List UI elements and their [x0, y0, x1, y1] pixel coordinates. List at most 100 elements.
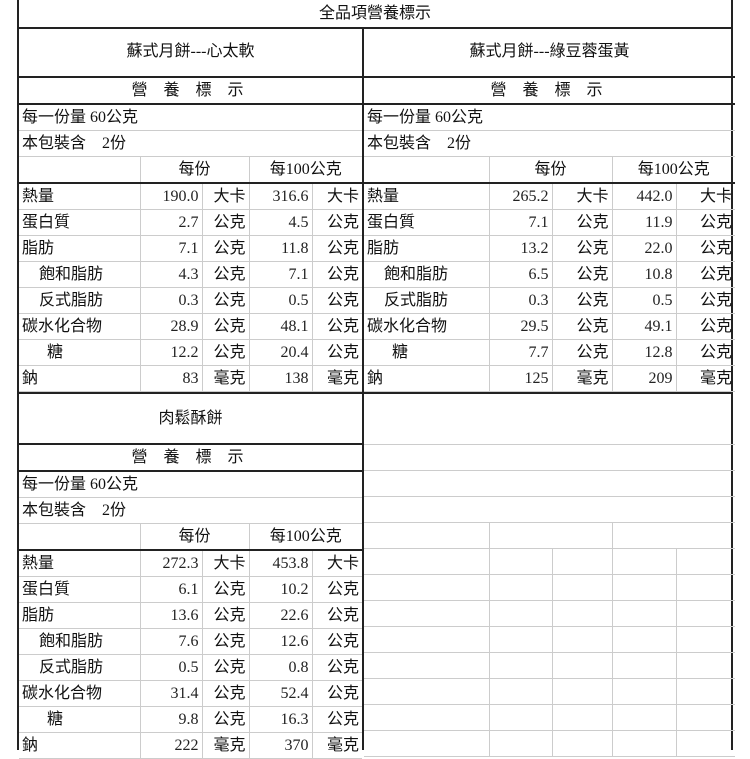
empty-cell: [364, 548, 489, 575]
nutrient-label: 反式脂肪: [364, 287, 489, 314]
value-per-100g: 7.1: [248, 261, 312, 288]
empty-cell: [551, 730, 612, 757]
nutrient-label: 糖: [19, 339, 140, 366]
value-per-serving: 2.7: [139, 209, 202, 236]
value-per-100g: 11.8: [248, 235, 312, 262]
product-name: 肉鬆酥餅: [19, 394, 363, 445]
empty-cell: [364, 470, 736, 497]
unit-per-100g: 大卡: [675, 183, 736, 210]
serving-size: 每一份量 60公克: [364, 104, 736, 131]
value-per-100g: 10.2: [248, 576, 312, 603]
nutrient-label: 熱量: [19, 550, 140, 577]
unit-per-100g: 公克: [311, 339, 363, 366]
unit-per-100g: 公克: [311, 602, 363, 629]
value-per-100g: 12.8: [611, 339, 676, 366]
empty-cell: [488, 548, 552, 575]
empty-cell: [611, 548, 676, 575]
nutrient-row: 糖 12.2 公克 20.4 公克: [19, 339, 363, 366]
unit-per-100g: 公克: [311, 680, 363, 707]
empty-cell: [488, 678, 552, 705]
empty-cell: [611, 678, 676, 705]
empty-cell: [364, 600, 489, 627]
empty-cell: [364, 730, 489, 757]
unit-per-100g: 公克: [311, 209, 363, 236]
unit-per-serving: 公克: [201, 261, 249, 288]
empty-cell: [551, 652, 612, 679]
unit-per-serving: 毫克: [551, 365, 612, 392]
empty-cell: [488, 704, 552, 731]
empty-cell: [611, 522, 736, 549]
value-per-100g: 52.4: [248, 680, 312, 707]
value-per-serving: 0.5: [139, 654, 202, 681]
value-per-100g: 370: [248, 732, 312, 759]
value-per-serving: 4.3: [139, 261, 202, 288]
unit-per-100g: 公克: [675, 235, 736, 262]
unit-per-serving: 公克: [201, 235, 249, 262]
unit-per-serving: 毫克: [201, 365, 249, 392]
panel-xintairuan: 蘇式月餅---心太軟營 養 標 示每一份量 60公克 本包裝含 2份 每份 每100公…: [19, 27, 363, 392]
value-per-serving: 13.6: [139, 602, 202, 629]
nutrient-label: 脂肪: [19, 602, 140, 629]
nutrient-row: 脂肪 7.1 公克 11.8 公克: [19, 235, 363, 262]
nutrient-label: 碳水化合物: [19, 313, 140, 340]
sheet-title: 全品項營養標示: [19, 0, 731, 29]
unit-per-100g: 毫克: [311, 365, 363, 392]
unit-per-serving: 公克: [201, 654, 249, 681]
empty-cell: [364, 522, 489, 549]
value-per-100g: 0.5: [611, 287, 676, 314]
servings-per-package: 本包裝含 2份: [19, 130, 363, 157]
empty-cell: [551, 626, 612, 653]
value-per-100g: 22.0: [611, 235, 676, 262]
unit-per-serving: 公克: [201, 680, 249, 707]
value-per-serving: 9.8: [139, 706, 202, 733]
nutrient-label: 鈉: [19, 365, 140, 392]
panel-pork-floss-pastry: 肉鬆酥餅營 養 標 示每一份量 60公克 本包裝含 2份 每份 每100公克 熱量 272…: [19, 392, 363, 759]
value-per-serving: 7.1: [139, 235, 202, 262]
empty-cell: [675, 730, 736, 757]
nutrition-sheet: 全品項營養標示 蘇式月餅---心太軟營 養 標 示每一份量 60公克 本包裝含 2…: [17, 0, 736, 759]
unit-per-100g: 公克: [311, 706, 363, 733]
value-per-100g: 22.6: [248, 602, 312, 629]
value-per-serving: 83: [139, 365, 202, 392]
value-per-serving: 0.3: [139, 287, 202, 314]
empty-cell: [551, 548, 612, 575]
nutrient-row: 飽和脂肪 6.5 公克 10.8 公克: [364, 261, 736, 288]
nutrient-row: 熱量 190.0 大卡 316.6 大卡: [19, 183, 363, 210]
empty-cell: [675, 704, 736, 731]
value-per-serving: 7.7: [488, 339, 552, 366]
serving-size: 每一份量 60公克: [19, 104, 363, 131]
header-blank: [19, 523, 140, 551]
nutrient-label: 飽和脂肪: [364, 261, 489, 288]
empty-cell: [364, 652, 489, 679]
empty-cell: [364, 444, 736, 471]
unit-per-100g: 公克: [311, 628, 363, 655]
value-per-100g: 20.4: [248, 339, 312, 366]
value-per-serving: 0.3: [488, 287, 552, 314]
value-per-100g: 12.6: [248, 628, 312, 655]
unit-per-serving: 毫克: [201, 732, 249, 759]
unit-per-100g: 公克: [311, 313, 363, 340]
value-per-100g: 48.1: [248, 313, 312, 340]
value-per-serving: 222: [139, 732, 202, 759]
nutrient-row: 反式脂肪 0.3 公克 0.5 公克: [19, 287, 363, 314]
nutrient-label: 反式脂肪: [19, 654, 140, 681]
unit-per-100g: 公克: [311, 235, 363, 262]
unit-per-serving: 公克: [551, 313, 612, 340]
value-per-100g: 0.5: [248, 287, 312, 314]
empty-cell: [364, 496, 736, 523]
servings-per-package: 本包裝含 2份: [19, 497, 363, 524]
unit-per-serving: 公克: [551, 209, 612, 236]
nutrition-heading: 營 養 標 示: [364, 77, 736, 105]
unit-per-serving: 公克: [201, 628, 249, 655]
empty-cell: [364, 678, 489, 705]
value-per-100g: 453.8: [248, 550, 312, 577]
empty-cell: [488, 600, 552, 627]
value-per-100g: 0.8: [248, 654, 312, 681]
nutrient-label: 反式脂肪: [19, 287, 140, 314]
nutrient-label: 熱量: [364, 183, 489, 210]
nutrient-label: 糖: [19, 706, 140, 733]
nutrition-heading: 營 養 標 示: [19, 444, 363, 472]
nutrition-table: 蘇式月餅---綠豆蓉蛋黃營 養 標 示每一份量 60公克 本包裝含 2份 每份 每10…: [364, 27, 736, 392]
nutrient-row: 蛋白質 2.7 公克 4.5 公克: [19, 209, 363, 236]
value-per-serving: 265.2: [488, 183, 552, 210]
